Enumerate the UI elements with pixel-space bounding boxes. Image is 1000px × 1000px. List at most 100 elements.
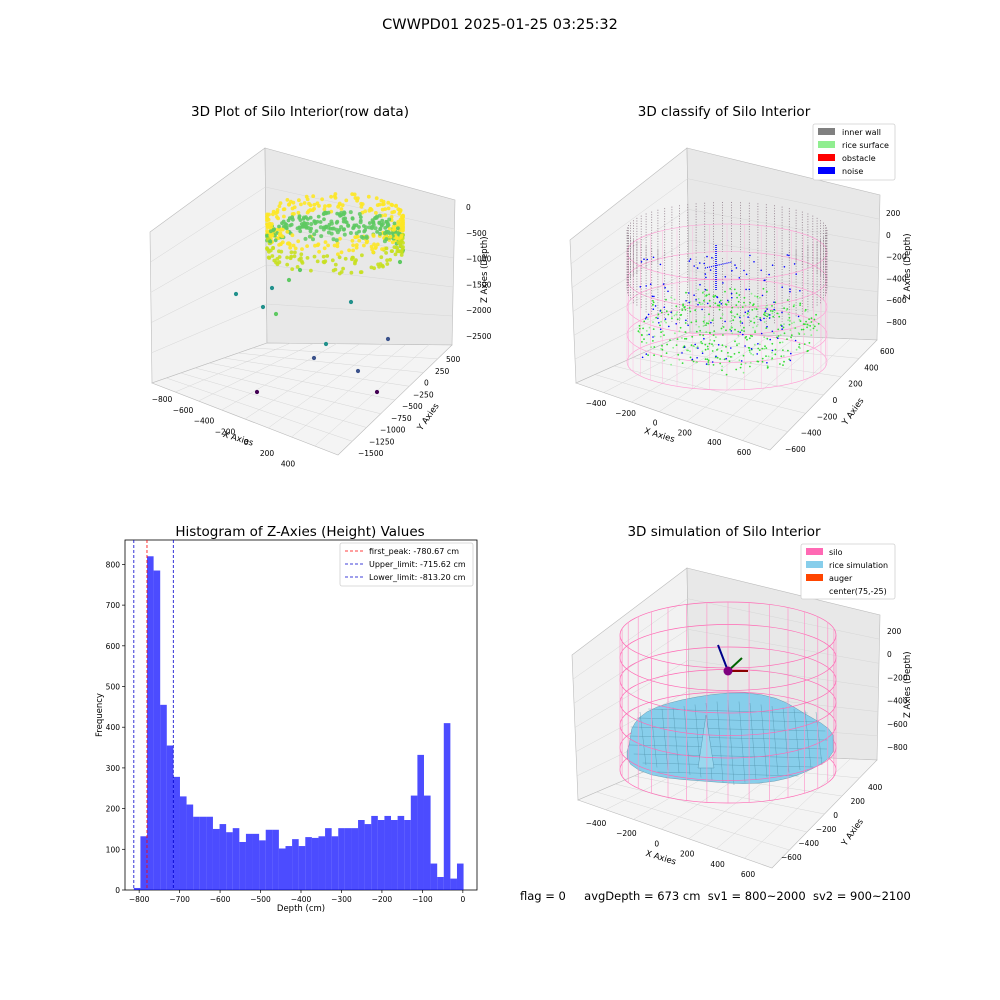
- raw-x-tick-label: −200: [215, 427, 236, 436]
- classify-rice-point: [736, 343, 738, 346]
- classify-noise-point: [789, 359, 792, 362]
- classify-noise-point: [644, 318, 647, 320]
- classify-rice-point: [757, 305, 759, 308]
- raw-x-tick-label: −400: [194, 417, 215, 426]
- classify-noise-point: [639, 286, 642, 288]
- simulation-x-tick-label: 0: [654, 839, 659, 848]
- classify-rice-point: [759, 317, 762, 319]
- classify-noise-point: [699, 262, 701, 264]
- classify-rice-point: [766, 337, 769, 340]
- classify-noise-point: [790, 352, 792, 355]
- classify-rice-point: [810, 321, 813, 323]
- raw-data-point: [389, 202, 394, 207]
- simulation-rice-mesh-line: [804, 710, 812, 768]
- raw-data-point: [396, 240, 401, 245]
- classify-rice-point: [744, 304, 747, 307]
- raw-y-tick-label: 500: [446, 355, 461, 364]
- simulation-x-tick-label: 400: [710, 860, 725, 869]
- classify-noise-point: [688, 292, 690, 294]
- raw-data-point: [388, 234, 393, 239]
- raw-data-point: [330, 258, 335, 263]
- histogram-bar: [265, 829, 273, 890]
- classify-rice-point: [706, 358, 709, 361]
- classify-rice-point: [789, 319, 791, 322]
- classify-noise-point: [643, 258, 645, 261]
- raw-y-tick-label: −1500: [358, 449, 384, 458]
- histogram-bar: [292, 839, 299, 890]
- classify-rice-point: [777, 328, 780, 331]
- histogram-bar: [325, 828, 332, 890]
- classify-rice-point: [681, 309, 684, 311]
- classify-rice-point: [778, 315, 781, 318]
- classify-noise-point: [773, 301, 775, 304]
- histogram-x-tick-label: −500: [250, 895, 271, 904]
- raw-data-point: [337, 271, 342, 276]
- classify-rice-point: [789, 329, 792, 331]
- simulation-rice-mesh-line: [793, 708, 801, 771]
- raw-data-point: [309, 268, 313, 273]
- classify-noise-point: [722, 282, 724, 284]
- classify-noise-point: [693, 265, 695, 267]
- simulation-legend-label: rice simulation: [829, 561, 888, 570]
- classify-rice-point: [672, 346, 675, 349]
- raw-data-point: [288, 256, 293, 261]
- raw-data-point: [367, 221, 372, 225]
- classify-rice-point: [766, 290, 768, 293]
- raw-data-point: [354, 243, 359, 247]
- simulation-x-tick-label: 600: [741, 870, 756, 879]
- raw-data-point: [313, 243, 317, 248]
- classify-rice-point: [683, 306, 686, 309]
- raw-data-point: [313, 221, 318, 226]
- raw-data-point: [318, 220, 323, 224]
- classify-noise-point: [743, 269, 745, 272]
- simulation-y-tick-label: 200: [851, 797, 866, 806]
- simulation-legend-label: center(75,-25): [829, 587, 887, 596]
- simulation-legend-swatch: [806, 574, 823, 581]
- classify-rice-point: [727, 301, 730, 303]
- classify-rice-point: [693, 345, 695, 348]
- classify-noise-point: [697, 303, 699, 306]
- raw-data-point: [380, 218, 385, 223]
- classify-rice-point: [694, 309, 697, 312]
- raw-data-point: [362, 229, 367, 234]
- classify-noise-point: [715, 355, 717, 358]
- classify-rice-point: [660, 311, 663, 314]
- raw-data-point: [323, 204, 327, 209]
- raw-data-point: [387, 227, 392, 231]
- histogram-legend: first_peak: -780.67 cm Upper_limit: -715.…: [339, 542, 474, 587]
- classify-rice-point: [749, 301, 751, 304]
- classify-rice-point: [752, 353, 755, 356]
- classify-rice-point: [783, 323, 785, 325]
- classify-noise-point: [727, 299, 729, 302]
- raw-x-tick-label: −800: [152, 395, 173, 404]
- classify-rice-point: [698, 325, 700, 328]
- classify-noise-point: [704, 273, 707, 275]
- classify-rice-point: [738, 342, 740, 345]
- raw-data-point: [269, 285, 275, 291]
- classify-noise-point: [711, 361, 714, 363]
- histogram-bar: [305, 837, 312, 890]
- classify-noise-point: [760, 332, 763, 335]
- raw-x-axis-label: X Axies: [221, 430, 254, 449]
- histogram-bar: [259, 840, 266, 890]
- histogram-bar: [252, 833, 260, 890]
- raw-data-point: [357, 212, 362, 216]
- classify-rice-point: [750, 320, 752, 323]
- classify-rice-point: [696, 345, 699, 348]
- classify-noise-points: [639, 245, 801, 365]
- histogram-bar: [384, 815, 392, 890]
- raw-z-tick-label: −1000: [466, 255, 492, 264]
- raw-data-point: [365, 239, 370, 244]
- classify-legend: inner wall rice surface obstacle noise: [812, 123, 896, 181]
- classify-rice-point: [761, 357, 764, 360]
- raw-z-tick-label: −1500: [466, 280, 492, 289]
- classify-noise-point: [641, 356, 644, 359]
- histogram-bar: [430, 863, 438, 890]
- raw-data-point: [398, 244, 403, 248]
- classify-rice-point: [772, 315, 775, 318]
- classify-rice-point: [689, 350, 691, 353]
- classify-rice-point: [652, 303, 654, 306]
- simulation-rice-mesh-line: [749, 702, 757, 781]
- classify-rice-point: [816, 329, 818, 332]
- classify-rice-point: [709, 339, 712, 341]
